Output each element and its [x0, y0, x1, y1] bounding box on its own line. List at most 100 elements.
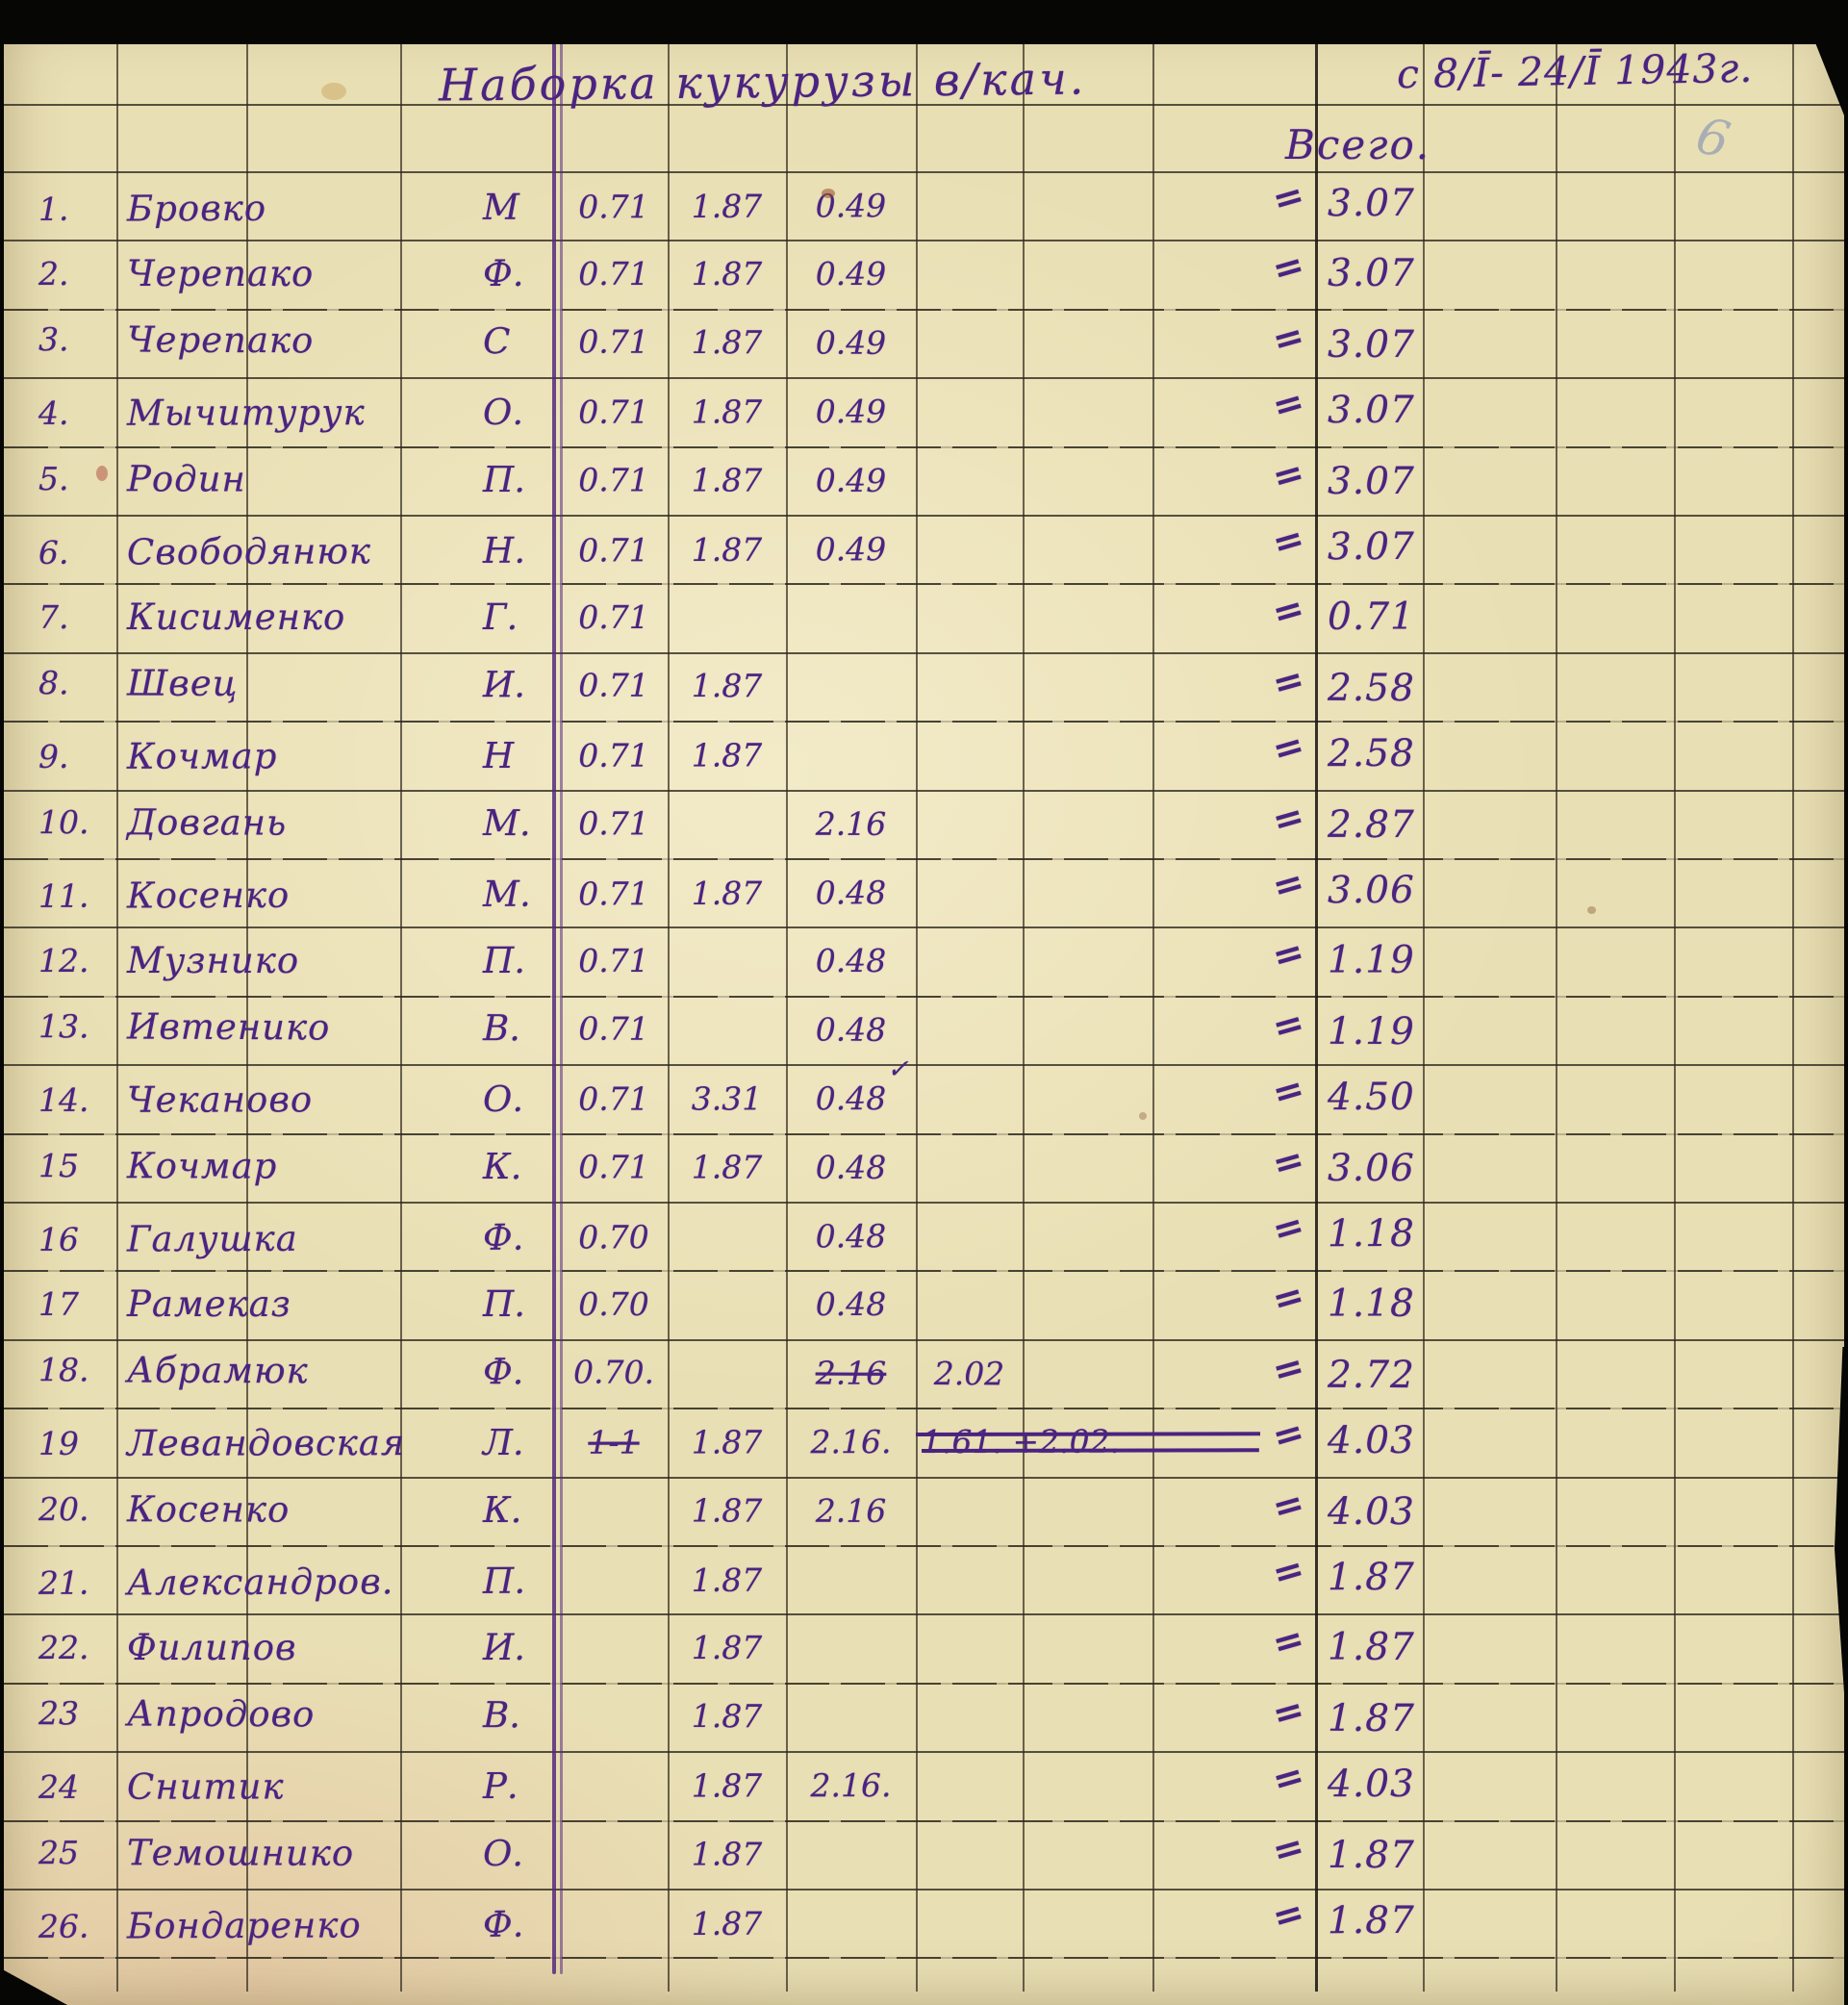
value-col-2: 1.87 [691, 1629, 763, 1667]
paper-stain [822, 189, 835, 198]
column-line [916, 40, 918, 1992]
column-line [400, 40, 402, 1992]
worker-name: Темошнико [126, 1831, 355, 1874]
worker-initial: М. [482, 873, 531, 915]
row-number: 24 [38, 1768, 80, 1807]
worker-name: Черепако [127, 253, 315, 295]
worker-name: Косенко [126, 874, 291, 917]
value-col-2: 1.87 [691, 393, 763, 431]
table-row: 1. Бровко М 0.71 1.87 0.49 = 3.07 [4, 167, 1844, 243]
row-number: 4. [38, 394, 69, 433]
worker-name: Филипов [127, 1627, 297, 1669]
column-line [1556, 40, 1557, 1992]
worker-initial: Ф. [482, 1903, 524, 1945]
table-row: 8. Швец И. 0.71 1.87 = 2.58 [4, 648, 1844, 724]
value-col-1: 0.71 [578, 255, 649, 293]
paper-stain [1587, 906, 1596, 914]
ruled-line [4, 171, 1844, 173]
table-row: 7. Кисименко Г. 0.71 = 0.71 [4, 583, 1844, 651]
value-col-2: 1.87 [691, 1148, 763, 1186]
worker-initial: О. [482, 1832, 524, 1874]
worker-name: Черепако [126, 318, 315, 362]
value-col-2: 1.87 [691, 736, 763, 774]
value-col-2: 1.87 [691, 322, 763, 362]
row-number: 16 [38, 1220, 80, 1258]
paper-stain [321, 83, 346, 100]
ruled-line [4, 1202, 1844, 1204]
worker-name: Левандовская [126, 1422, 406, 1464]
date-range: с 8/Ī- 24/Ī 1943г. [1396, 44, 1754, 98]
worker-name: Абрамюк [126, 1349, 309, 1392]
value-col-3: 0.48 [815, 942, 887, 980]
ruled-line [4, 1064, 1844, 1066]
worker-initial: Ф. [482, 1216, 524, 1258]
ruled-line [4, 1477, 1844, 1479]
equals-sign: = [1267, 171, 1309, 222]
value-col-3: 0.49 [815, 530, 887, 569]
row-total: 3.07 [1328, 252, 1415, 296]
worker-name: Снитик [126, 1765, 285, 1808]
worker-name: Родин [126, 457, 246, 500]
values-struck-out: 1.61. +2.02. [915, 1407, 1261, 1477]
column-line [1023, 40, 1025, 1992]
table-row: 10. Довгань М. 0.71 2.16 = 2.87 [4, 788, 1844, 860]
worker-name: Мычитурук [126, 392, 366, 434]
value-col-3: 0.49 [815, 187, 887, 225]
row-number: 25 [38, 1833, 80, 1871]
value-col-2: 1.87 [691, 461, 763, 499]
row-number: 13. [38, 1006, 89, 1046]
value-col-3: 2.16 [815, 1354, 887, 1392]
table-row: 18. Абрамюк Ф. 0.70. 2.16 2.02 = 2.72 [4, 1335, 1844, 1411]
value-col-1: 0.71 [578, 666, 649, 704]
row-number: 12. [38, 942, 89, 980]
worker-name: Свободянюк [126, 530, 372, 573]
value-col-2: 1.87 [691, 255, 763, 293]
value-col-3: 0.49 [815, 255, 887, 293]
worker-initial: К. [482, 1145, 522, 1187]
value-col-3: 0.48 [815, 1148, 887, 1186]
value-col-3: 2.16 [815, 804, 887, 843]
row-total: 3.07 [1327, 459, 1415, 503]
row-total: 3.07 [1327, 524, 1415, 570]
row-number: 20. [38, 1489, 89, 1528]
value-col-1: 0.71 [578, 393, 649, 431]
equals-sign: = [1267, 585, 1309, 636]
ruled-line [4, 446, 1844, 448]
value-col-3: 0.48 [815, 1217, 887, 1256]
value-col-1: 0.71 [578, 1079, 649, 1118]
column-line-heavy [1315, 40, 1318, 1992]
row-total: 3.07 [1327, 181, 1415, 226]
worker-name: Косенко [126, 1487, 291, 1531]
worker-initial: М. [482, 801, 531, 844]
worker-name: Довгань [126, 800, 288, 844]
row-total: 4.03 [1327, 1419, 1415, 1463]
table-row: 25 Темошнико О. 1.87 = 1.87 [4, 1818, 1844, 1891]
table-row: 6. Свободянюк Н. 0.71 1.87 0.49 = 3.07 [4, 511, 1844, 587]
ruled-line [4, 1133, 1844, 1135]
worker-initial: М [482, 186, 519, 228]
table-row: 26. Бондаренко Ф. 1.87 = 1.87 [4, 1885, 1844, 1961]
value-col-2: 1.87 [691, 1835, 763, 1873]
table-row: 14. Чеканово О. 0.71 3.31 0.48 ✓ = 4.50 [4, 1054, 1844, 1134]
worker-initial: В. [482, 1693, 521, 1737]
row-total: 2.58 [1327, 732, 1415, 776]
worker-name: Ивтенико [126, 1005, 331, 1049]
ruled-line [4, 240, 1844, 241]
value-col-2: 1.87 [691, 1561, 763, 1600]
ruled-line [4, 1339, 1844, 1341]
equals-sign: = [1267, 1545, 1309, 1596]
row-total: 2.87 [1327, 802, 1415, 847]
worker-name: Кочмар [126, 735, 278, 777]
ruled-line [4, 1957, 1844, 1959]
ruled-line [4, 858, 1844, 860]
ink-column-divider [552, 38, 556, 1974]
value-col-1: 0.71 [578, 1147, 649, 1185]
value-col-2: 1.87 [691, 187, 763, 226]
table-row: 13. Ивтенико В. 0.71 0.48 = 1.19 [4, 992, 1844, 1068]
row-total: 1.87 [1327, 1696, 1415, 1740]
value-col-1: 0.70 [578, 1218, 649, 1256]
equals-sign: = [1267, 722, 1309, 773]
equals-sign: = [1267, 241, 1309, 292]
worker-initial: Р. [482, 1765, 519, 1808]
